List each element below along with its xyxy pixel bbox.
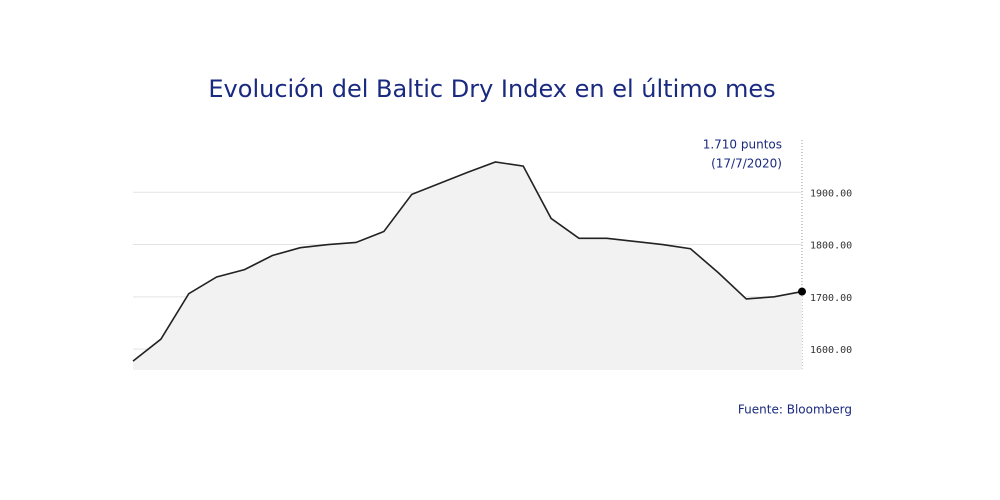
line	[132, 161, 803, 362]
chart-title: Evolución del Baltic Dry Index en el últ…	[208, 75, 775, 103]
annotation: (17/7/2020)	[711, 157, 782, 171]
y-tick-label: 1900.00	[810, 188, 852, 199]
y-tick-label: 1600.00	[810, 345, 852, 356]
annotation: 1.710 puntos	[703, 138, 782, 152]
y-tick-label: 1800.00	[810, 241, 852, 252]
source: Fuente: Bloomberg	[738, 403, 852, 417]
area	[133, 161, 802, 370]
end-marker	[798, 287, 806, 296]
y-tick-label: 1700.00	[810, 293, 852, 304]
